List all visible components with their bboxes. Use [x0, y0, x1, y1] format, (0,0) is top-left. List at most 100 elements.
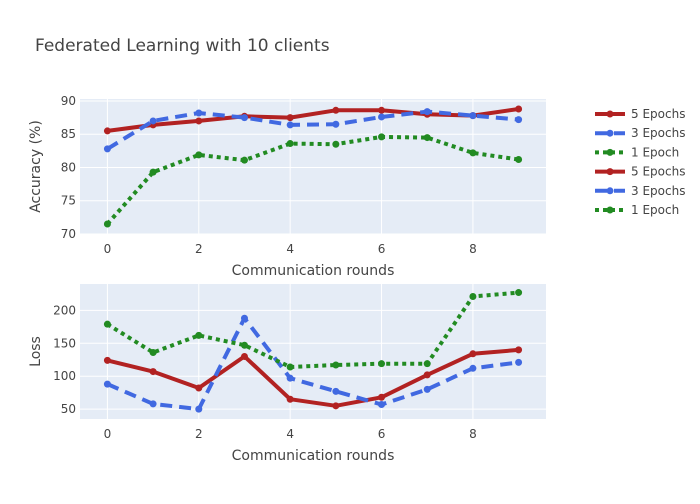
- loss-data-point: [332, 387, 340, 395]
- loss-series-line: [106, 316, 519, 412]
- loss-data-point: [149, 368, 157, 376]
- loss-series-1: [103, 314, 523, 413]
- loss-data-point: [240, 314, 248, 322]
- accuracy-data-point: [332, 140, 340, 148]
- accuracy-y-tick-label: 90: [61, 94, 76, 108]
- loss-x-tick-label: 0: [104, 427, 112, 441]
- accuracy-data-point: [515, 105, 523, 113]
- accuracy-data-point: [149, 117, 157, 125]
- accuracy-data-point: [423, 134, 431, 142]
- loss-x-tick-label: 2: [195, 427, 203, 441]
- legend-marker: [606, 187, 614, 195]
- legend-label: 1 Epoch: [631, 145, 679, 159]
- accuracy-data-point: [195, 117, 203, 125]
- legend-label: 1 Epoch: [631, 203, 679, 217]
- loss-data-point: [378, 393, 386, 401]
- accuracy-data-point: [286, 114, 294, 122]
- loss-data-point: [469, 364, 477, 372]
- accuracy-data-point: [240, 114, 248, 122]
- accuracy-y-tick-label: 80: [61, 160, 76, 174]
- legend-label: 5 Epochs: [631, 107, 685, 121]
- loss-y-tick-label: 100: [53, 369, 76, 383]
- loss-data-point: [378, 360, 386, 368]
- loss-x-tick-label: 6: [378, 427, 386, 441]
- loss-data-point: [332, 402, 340, 410]
- legend-entry[interactable]: 5 Epochs: [595, 165, 685, 179]
- accuracy-x-tick-label: 0: [104, 242, 112, 256]
- legend-entry[interactable]: 1 Epoch: [595, 203, 679, 217]
- legend-marker: [606, 168, 614, 176]
- accuracy-data-point: [378, 133, 386, 141]
- legend-marker: [606, 148, 614, 156]
- accuracy-data-point: [286, 140, 294, 148]
- loss-series-2: [103, 289, 523, 371]
- loss-series-0: [103, 346, 523, 410]
- accuracy-data-point: [103, 220, 111, 228]
- loss-y-tick-label: 150: [53, 336, 76, 350]
- legend-marker: [606, 110, 614, 118]
- accuracy-data-point: [515, 116, 523, 124]
- accuracy-plot-area: [80, 99, 546, 234]
- loss-data-point: [469, 293, 477, 301]
- loss-data-point: [515, 346, 523, 354]
- accuracy-y-tick-label: 85: [61, 127, 76, 141]
- accuracy-data-point: [286, 121, 294, 129]
- accuracy-x-axis-title: Communication rounds: [232, 263, 395, 279]
- loss-series-line: [106, 347, 519, 408]
- loss-subplot: 0 2 4 6 8 50 100 150 200 Communication rounds Loss: [28, 284, 546, 464]
- legend-entry[interactable]: 1 Epoch: [595, 145, 679, 159]
- accuracy-subplot: 0 2 4 6 8 70 75 80 85 90 Communication rounds Accur…: [28, 94, 546, 279]
- loss-data-point: [286, 374, 294, 382]
- accuracy-data-point: [103, 145, 111, 153]
- loss-data-point: [378, 401, 386, 409]
- accuracy-data-point: [469, 112, 477, 120]
- loss-data-point: [423, 360, 431, 368]
- legend-entry[interactable]: 3 Epochs: [595, 126, 685, 140]
- accuracy-series-line: [105, 134, 519, 226]
- accuracy-x-tick-label: 8: [469, 242, 477, 256]
- accuracy-data-point: [195, 109, 203, 117]
- accuracy-data-point: [515, 156, 523, 164]
- loss-data-point: [103, 380, 111, 388]
- accuracy-x-tick-label: 2: [195, 242, 203, 256]
- loss-data-point: [240, 352, 248, 360]
- loss-data-point: [423, 385, 431, 393]
- loss-data-point: [195, 405, 203, 413]
- legend-marker: [606, 129, 614, 137]
- legend-entry[interactable]: 5 Epochs: [595, 107, 685, 121]
- accuracy-y-tick-label: 70: [61, 227, 76, 241]
- loss-x-tick-label: 4: [286, 427, 294, 441]
- accuracy-data-point: [378, 113, 386, 121]
- legend: 5 Epochs 3 Epochs 1 Epoch 5 Epochs 3 Epochs 1…: [595, 107, 685, 217]
- accuracy-data-point: [469, 149, 477, 157]
- accuracy-data-point: [332, 120, 340, 128]
- accuracy-data-point: [103, 127, 111, 135]
- loss-data-point: [149, 348, 157, 356]
- legend-entry[interactable]: 3 Epochs: [595, 184, 685, 198]
- accuracy-data-point: [195, 151, 203, 159]
- accuracy-data-point: [149, 168, 157, 176]
- loss-data-point: [469, 350, 477, 358]
- accuracy-data-point: [423, 108, 431, 116]
- loss-x-tick-label: 8: [469, 427, 477, 441]
- loss-series-line: [106, 290, 519, 369]
- loss-data-point: [149, 400, 157, 408]
- loss-data-point: [286, 363, 294, 371]
- chart-title: Federated Learning with 10 clients: [35, 36, 330, 56]
- legend-label: 3 Epochs: [631, 126, 685, 140]
- loss-y-axis-title: Loss: [28, 336, 44, 367]
- legend-marker: [606, 206, 614, 214]
- loss-x-axis-title: Communication rounds: [232, 448, 395, 464]
- accuracy-data-point: [378, 106, 386, 114]
- accuracy-x-tick-label: 6: [378, 242, 386, 256]
- loss-y-tick-label: 50: [61, 402, 76, 416]
- loss-data-point: [423, 371, 431, 379]
- loss-data-point: [103, 320, 111, 328]
- loss-data-point: [195, 331, 203, 339]
- accuracy-y-tick-label: 75: [61, 194, 76, 208]
- accuracy-y-axis-title: Accuracy (%): [28, 120, 44, 213]
- loss-data-point: [515, 358, 523, 366]
- legend-label: 5 Epochs: [631, 165, 685, 179]
